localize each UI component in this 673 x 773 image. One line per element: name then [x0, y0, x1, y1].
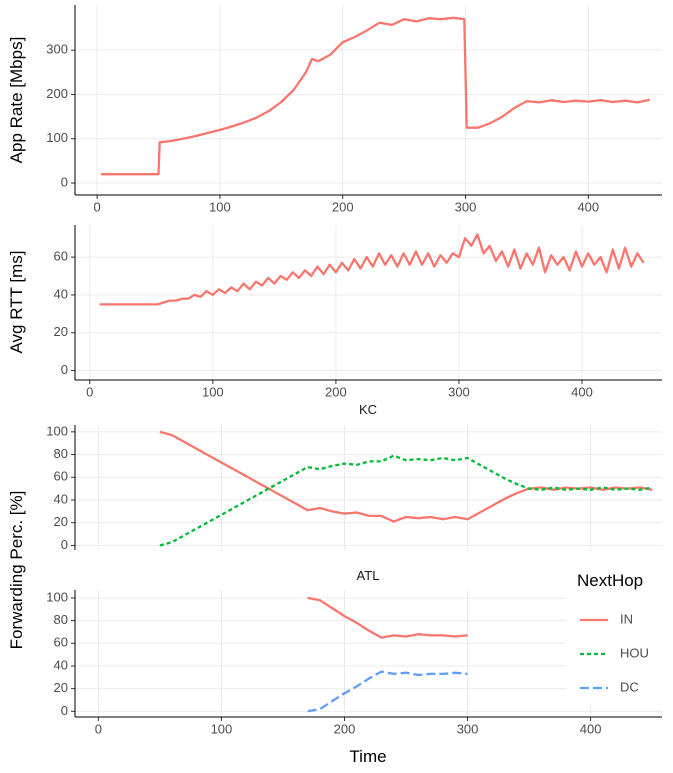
y-tick-label: 100: [46, 423, 68, 438]
y-tick-label: 40: [54, 286, 68, 301]
x-tick-label: 200: [332, 199, 354, 214]
x-tick-label: 0: [93, 199, 100, 214]
legend-label: HOU: [620, 645, 649, 660]
x-tick-label: 200: [325, 384, 347, 399]
y-axis-title: Forwarding Perc. [%]: [7, 491, 26, 650]
x-tick-label: 400: [580, 721, 602, 736]
y-tick-label: 60: [54, 469, 68, 484]
facet-title: KC: [359, 402, 377, 417]
data-line: [307, 596, 468, 639]
x-tick-label: 300: [448, 384, 470, 399]
y-tick-label: 0: [61, 362, 68, 377]
x-tick-label: 300: [455, 199, 477, 214]
y-tick-label: 60: [54, 249, 68, 264]
y-tick-label: 20: [54, 514, 68, 529]
x-tick-label: 100: [211, 721, 233, 736]
y-axis-title: Avg RTT [ms]: [7, 251, 26, 354]
x-tick-label: 400: [577, 199, 599, 214]
legend-title: NextHop: [577, 571, 643, 590]
y-tick-label: 20: [54, 680, 68, 695]
y-tick-label: 40: [54, 657, 68, 672]
x-tick-label: 0: [86, 384, 93, 399]
y-tick-label: 60: [54, 635, 68, 650]
x-tick-label: 100: [209, 199, 231, 214]
x-tick-label: 400: [571, 384, 593, 399]
data-line: [159, 454, 653, 547]
y-tick-label: 300: [46, 42, 68, 57]
y-tick-label: 20: [54, 324, 68, 339]
y-tick-label: 0: [61, 174, 68, 189]
y-tick-label: 0: [61, 537, 68, 552]
data-line: [159, 430, 653, 523]
legend-box: [566, 565, 662, 705]
data-line: [100, 16, 650, 176]
x-tick-label: 200: [334, 721, 356, 736]
y-tick-label: 200: [46, 86, 68, 101]
y-tick-label: 80: [54, 612, 68, 627]
x-tick-label: 100: [202, 384, 224, 399]
y-tick-label: 100: [46, 130, 68, 145]
x-tick-label: 300: [457, 721, 479, 736]
y-tick-label: 40: [54, 491, 68, 506]
x-axis-title: Time: [349, 747, 386, 766]
facet-title: ATL: [357, 568, 380, 583]
data-line: [99, 233, 645, 306]
data-line: [307, 670, 468, 713]
legend-label: DC: [620, 679, 639, 694]
y-tick-label: 100: [46, 589, 68, 604]
x-tick-label: 0: [95, 721, 102, 736]
y-axis-title: App Rate [Mbps]: [7, 37, 26, 164]
y-tick-label: 0: [61, 703, 68, 718]
legend-label: IN: [620, 611, 633, 626]
y-tick-label: 80: [54, 446, 68, 461]
